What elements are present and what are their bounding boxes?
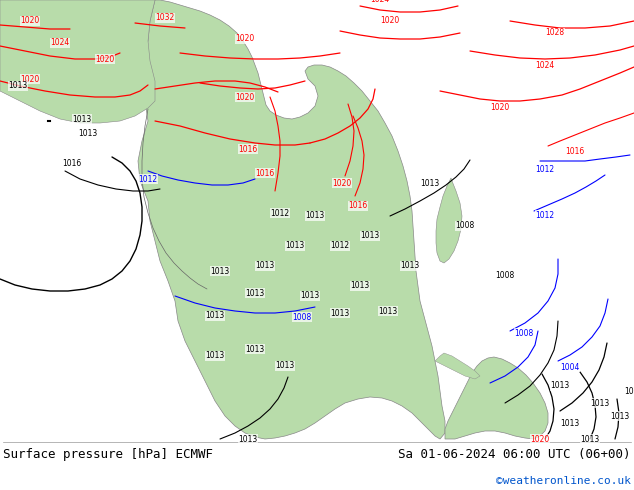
Text: 1013: 1013 (550, 382, 569, 391)
Text: 1020: 1020 (332, 178, 352, 188)
Text: 1013: 1013 (611, 412, 630, 420)
Text: 1013: 1013 (79, 128, 98, 138)
Text: 1032: 1032 (155, 14, 174, 23)
Text: 1016: 1016 (238, 145, 257, 153)
Text: 1020: 1020 (20, 74, 39, 83)
Text: 1028: 1028 (545, 28, 564, 38)
Text: 1008: 1008 (514, 328, 534, 338)
Text: 1013: 1013 (210, 267, 230, 275)
Text: 1020: 1020 (235, 93, 255, 101)
Text: 1012: 1012 (138, 174, 158, 183)
Text: 1013: 1013 (420, 178, 439, 188)
Text: 1016: 1016 (256, 169, 275, 177)
Text: 1013: 1013 (580, 435, 600, 443)
Text: 1013: 1013 (245, 289, 264, 297)
Text: 1024: 1024 (50, 39, 70, 48)
Text: 1012: 1012 (536, 211, 555, 220)
Text: 1008: 1008 (455, 221, 475, 230)
Text: 1020: 1020 (380, 17, 399, 25)
Text: 1013: 1013 (360, 231, 380, 241)
Text: 1013: 1013 (330, 309, 349, 318)
Text: 1016: 1016 (348, 201, 368, 211)
Text: 1013: 1013 (285, 242, 304, 250)
Text: 1013: 1013 (256, 262, 275, 270)
Polygon shape (445, 357, 548, 439)
Text: 1024: 1024 (370, 0, 390, 4)
Text: 1013: 1013 (401, 262, 420, 270)
Text: 1004: 1004 (560, 363, 579, 371)
Text: 1008: 1008 (292, 313, 312, 321)
Text: 1012: 1012 (271, 209, 290, 218)
Text: 1013: 1013 (8, 81, 28, 91)
Text: 1020: 1020 (490, 102, 510, 112)
Text: 1013: 1013 (560, 418, 579, 427)
Text: 1008: 1008 (495, 271, 515, 280)
Text: 1020: 1020 (531, 435, 550, 443)
Text: 1020: 1020 (20, 17, 39, 25)
Text: 1013: 1013 (245, 344, 264, 353)
Text: 1013: 1013 (590, 398, 610, 408)
Text: 1013: 1013 (205, 351, 224, 361)
Polygon shape (138, 0, 445, 439)
Text: 1013: 1013 (378, 307, 398, 316)
Text: Sa 01-06-2024 06:00 UTC (06+00): Sa 01-06-2024 06:00 UTC (06+00) (398, 448, 631, 461)
Text: 1013: 1013 (306, 212, 325, 220)
Polygon shape (436, 178, 462, 263)
Text: Surface pressure [hPa] ECMWF: Surface pressure [hPa] ECMWF (3, 448, 213, 461)
Text: 1016: 1016 (566, 147, 585, 155)
Text: 1013: 1013 (205, 312, 224, 320)
Text: 1024: 1024 (535, 60, 555, 70)
Polygon shape (0, 0, 155, 123)
Text: 1013: 1013 (72, 115, 92, 123)
Text: 1013: 1013 (624, 387, 634, 395)
Text: 1012: 1012 (536, 165, 555, 173)
Text: 1016: 1016 (62, 158, 82, 168)
Text: 1013: 1013 (351, 281, 370, 291)
Text: 1020: 1020 (235, 34, 255, 44)
Text: 1020: 1020 (95, 54, 115, 64)
Text: 1012: 1012 (330, 242, 349, 250)
Polygon shape (435, 353, 480, 379)
Text: 1013: 1013 (275, 362, 295, 370)
Text: ©weatheronline.co.uk: ©weatheronline.co.uk (496, 476, 631, 486)
Text: 1013: 1013 (238, 435, 257, 443)
Text: 1013: 1013 (301, 292, 320, 300)
